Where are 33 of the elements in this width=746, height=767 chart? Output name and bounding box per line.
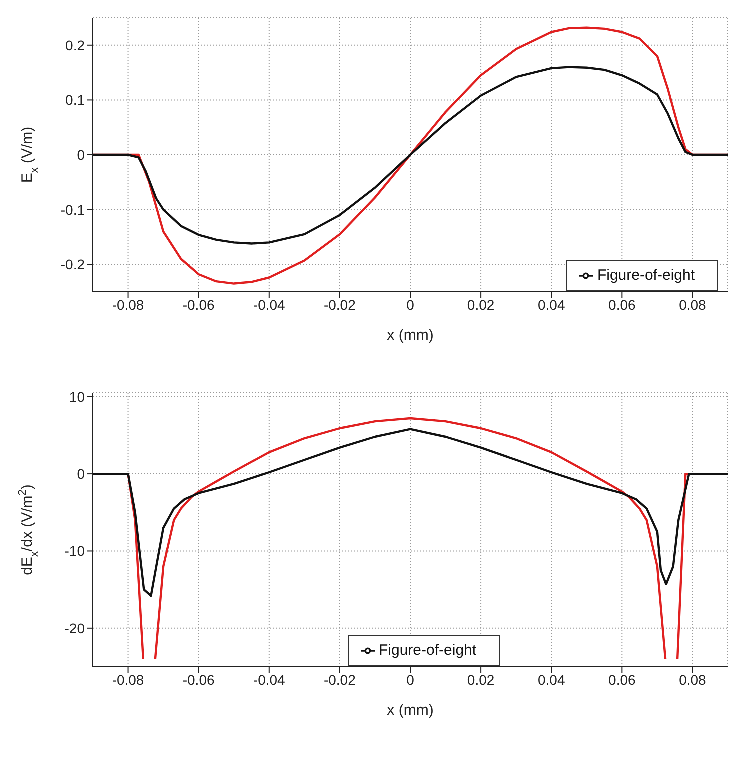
y-tick-label: 0 xyxy=(77,146,86,163)
x-tick-label: 0.08 xyxy=(679,672,707,688)
x-tick-label: -0.04 xyxy=(253,296,286,313)
y-tick-label: -10 xyxy=(64,543,86,560)
y-tick-label: 0 xyxy=(77,466,86,482)
x-tick-label: -0.06 xyxy=(182,672,215,688)
x-axis-title: x (mm) xyxy=(387,327,434,344)
x-tick-label: -0.02 xyxy=(324,296,356,313)
legend-label: Figure-of-eight xyxy=(597,267,695,284)
y-tick-label: 10 xyxy=(69,388,86,405)
x-tick-label: -0.06 xyxy=(182,296,215,313)
x-tick-label: -0.08 xyxy=(112,296,144,313)
x-tick-label: -0.04 xyxy=(253,672,286,688)
x-axis-title: x (mm) xyxy=(387,702,434,719)
x-tick-label: 0 xyxy=(406,672,415,688)
x-tick-label: 0.02 xyxy=(467,672,495,688)
y-tick-label: 0.1 xyxy=(66,92,86,108)
legend-label: Figure-of-eight xyxy=(379,642,477,659)
x-tick-label: -0.02 xyxy=(324,672,356,688)
x-tick-label: -0.08 xyxy=(112,672,144,688)
y-tick-label: 0.2 xyxy=(66,37,86,54)
y-tick-label: -20 xyxy=(64,620,86,636)
line-series xyxy=(93,428,728,598)
x-tick-label: 0.04 xyxy=(538,296,566,313)
x-tick-label: 0.06 xyxy=(608,296,636,313)
x-tick-label: 0.08 xyxy=(679,296,707,313)
x-tick-label: 0.02 xyxy=(467,296,495,313)
y-tick-label: -0.1 xyxy=(60,202,86,218)
x-tick-label: 0.06 xyxy=(608,672,636,688)
line-series xyxy=(93,66,728,245)
x-tick-label: 0 xyxy=(406,296,415,313)
y-tick-label: -0.2 xyxy=(60,256,86,273)
x-tick-label: 0.04 xyxy=(538,672,566,688)
